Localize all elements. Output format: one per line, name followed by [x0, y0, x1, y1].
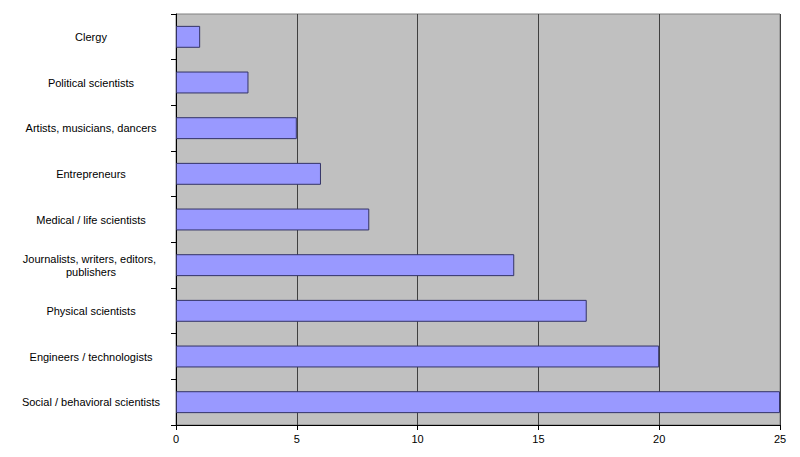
svg-text:20: 20 — [653, 433, 665, 445]
svg-text:Social / behavioral scientists: Social / behavioral scientists — [22, 396, 161, 408]
svg-text:Medical / life scientists: Medical / life scientists — [36, 214, 146, 226]
svg-text:Journalists, writers, editors,: Journalists, writers, editors, — [23, 253, 159, 265]
svg-text:Engineers / technologists: Engineers / technologists — [30, 351, 153, 363]
svg-text:Entrepreneurs: Entrepreneurs — [56, 168, 126, 180]
svg-text:15: 15 — [532, 433, 544, 445]
svg-text:Political scientists: Political scientists — [48, 77, 135, 89]
svg-text:Physical scientists: Physical scientists — [46, 305, 136, 317]
svg-text:25: 25 — [774, 433, 786, 445]
svg-text:10: 10 — [411, 433, 423, 445]
svg-text:5: 5 — [294, 433, 300, 445]
svg-text:Clergy: Clergy — [75, 31, 107, 43]
svg-text:publishers: publishers — [66, 266, 117, 278]
svg-text:Artists, musicians, dancers: Artists, musicians, dancers — [26, 122, 157, 134]
svg-text:0: 0 — [173, 433, 179, 445]
